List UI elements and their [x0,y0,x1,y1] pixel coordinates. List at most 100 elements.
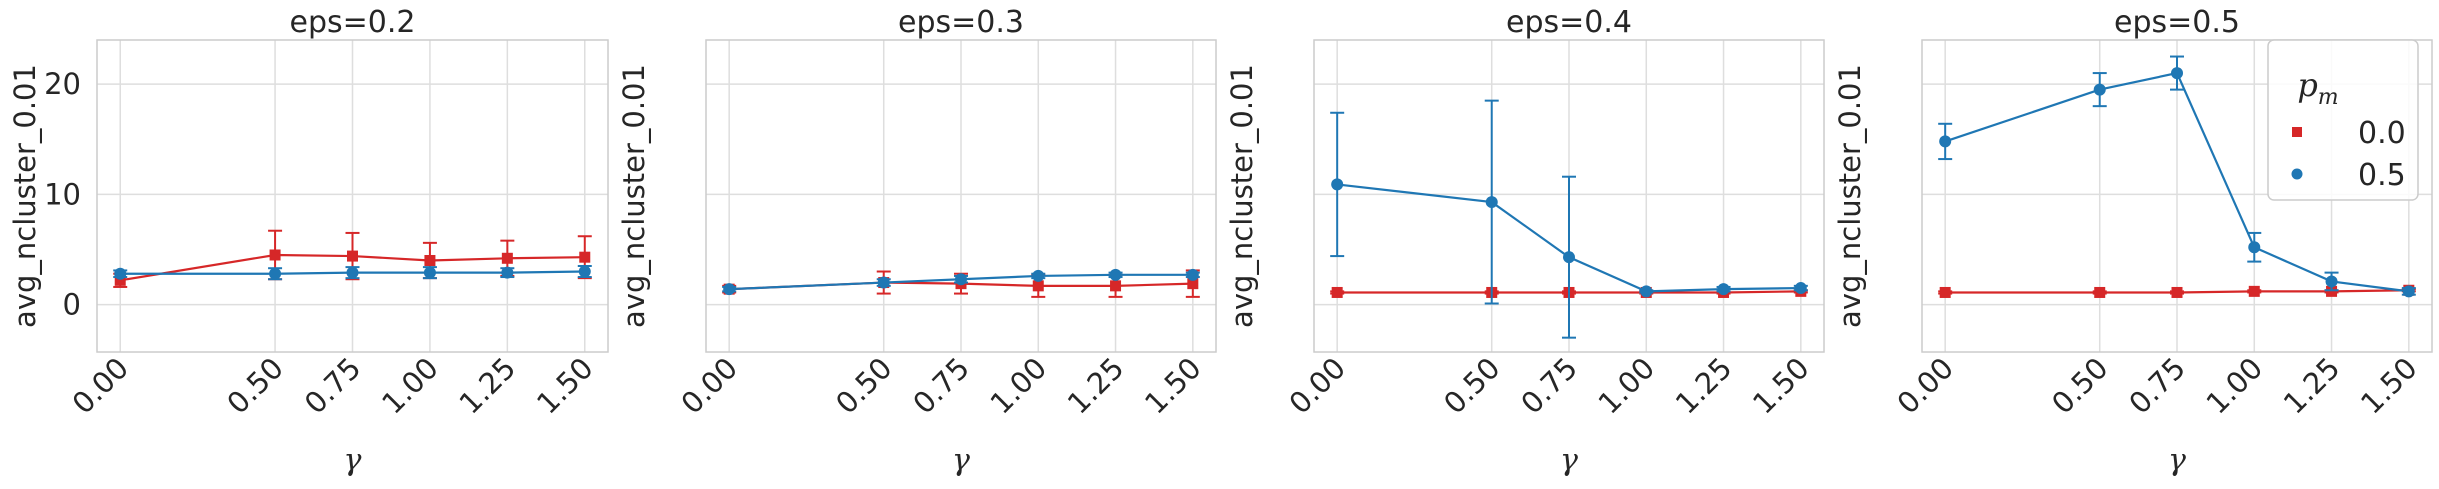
legend-label-0-0: 0.0 [2358,116,2406,151]
series-line-0-0 [1945,289,2409,294]
x-tick-label: 1.25 [2277,351,2347,421]
y-axis-label: avg_ncluster_0.01 [1225,64,1259,328]
data-point-circle [1563,251,1575,264]
chart-title: eps=0.3 [898,5,1024,40]
data-point-circle [1186,268,1199,281]
data-point-circle [1032,269,1045,282]
x-tick-label: 0.00 [1282,351,1352,421]
x-tick-label: 1.00 [1592,351,1662,421]
x-tick-label: 0.75 [298,351,368,421]
data-point-square [1331,286,1343,298]
x-tick-label: 0.75 [2122,351,2192,421]
x-axis-label: γ [2168,443,2186,478]
data-point-circle [346,266,359,279]
x-tick-label: 1.00 [2200,351,2270,421]
legend-marker-0-5 [2291,168,2303,180]
data-point-circle [423,266,436,279]
x-tick-label: 0.50 [829,351,899,421]
series-line-0-5 [1337,183,1801,293]
series-line-0-5 [1944,71,2409,293]
y-tick-label: 0 [63,288,81,322]
x-tick-label: 1.50 [530,351,600,421]
data-point-circle [269,267,282,280]
data-point-circle [877,276,890,289]
chart-title: eps=0.2 [290,5,416,40]
axes-frame [705,39,1217,353]
chart-title: eps=0.5 [2114,5,2240,40]
x-tick-label: 0.50 [2045,351,2115,421]
y-axis-label: avg_ncluster_0.01 [8,64,42,328]
data-point-circle [955,273,967,286]
data-point-circle [2325,275,2338,288]
x-axis-label: γ [952,443,970,478]
data-point-square [1939,286,1951,298]
data-point-square [269,249,281,261]
x-tick-label: 0.00 [1890,351,1960,421]
x-tick-label: 0.50 [1437,351,1507,421]
x-tick-label: 1.00 [375,351,445,421]
data-point-circle [2171,67,2183,80]
data-point-circle [114,267,127,280]
data-point-square [1187,278,1199,290]
x-tick-label: 1.25 [1669,351,1739,421]
x-tick-label: 1.50 [1138,351,1208,421]
data-point-circle [1794,282,1807,295]
data-point-circle [501,266,514,279]
y-tick-label: 20 [44,67,81,101]
data-point-circle [1640,285,1653,298]
data-point-square [2171,286,2183,298]
series-line-0-5 [729,273,1193,291]
x-tick-label: 1.50 [2354,351,2424,421]
data-point-circle [2093,83,2106,96]
data-point-square [2094,286,2106,298]
axes-frame [1921,39,2433,353]
data-point-circle [578,265,591,278]
x-tick-label: 0.50 [220,351,290,421]
x-tick-label: 1.00 [984,351,1054,421]
x-axis-label: γ [1560,443,1578,478]
x-axis-label: γ [344,443,362,478]
data-point-square [347,250,358,262]
legend: pm 0.0 0.5 [2267,39,2419,201]
legend-title: pm [2297,66,2338,110]
axes-frame [96,39,609,353]
data-point-circle [1109,268,1122,281]
data-point-circle [1331,178,1344,191]
data-point-circle [2402,285,2415,298]
y-axis-label: avg_ncluster_0.01 [1833,64,1867,328]
x-tick-label: 1.25 [453,351,523,421]
legend-frame [2267,39,2419,201]
data-point-square [2248,285,2260,297]
data-point-circle [723,283,736,296]
data-point-square [579,251,591,263]
data-point-circle [1717,283,1730,296]
legend-marker-0-0 [2292,127,2302,137]
y-tick-label: 10 [44,177,81,211]
data-point-circle [1485,196,1498,209]
panel-eps-0-2: eps=0.2 avg_ncluster_0.01 0 10 20 0.00 0.50 0.7… [8,5,609,478]
panel-eps-0-3: eps=0.3 avg_ncluster_0.01 0.00 0.50 0.75 1.00… [617,5,1217,478]
x-tick-label: 1.25 [1061,351,1131,421]
x-tick-label: 0.75 [906,351,976,421]
data-point-square [2326,285,2338,297]
data-point-circle [2248,241,2261,254]
series-line-0-0 [1337,290,1801,294]
axes-frame [1313,39,1825,353]
x-tick-label: 1.50 [1746,351,1816,421]
x-tick-label: 0.00 [674,351,744,421]
y-axis-label: avg_ncluster_0.01 [617,64,651,328]
data-point-square [1032,280,1044,292]
x-tick-label: 0.75 [1514,351,1584,421]
series-line-0-0 [120,253,585,282]
chart-title: eps=0.4 [1506,5,1632,40]
data-point-square [114,274,126,286]
x-tick-label: 0.00 [65,351,135,421]
series-line-0-5 [120,270,585,275]
legend-label-0-5: 0.5 [2358,158,2406,193]
data-point-square [501,252,513,264]
data-point-circle [1939,135,1952,148]
data-point-square [424,254,436,266]
data-point-square [1110,280,1122,292]
panel-eps-0-4: eps=0.4 avg_ncluster_0.01 0.00 0.50 0.75 1.00… [1225,5,1825,478]
